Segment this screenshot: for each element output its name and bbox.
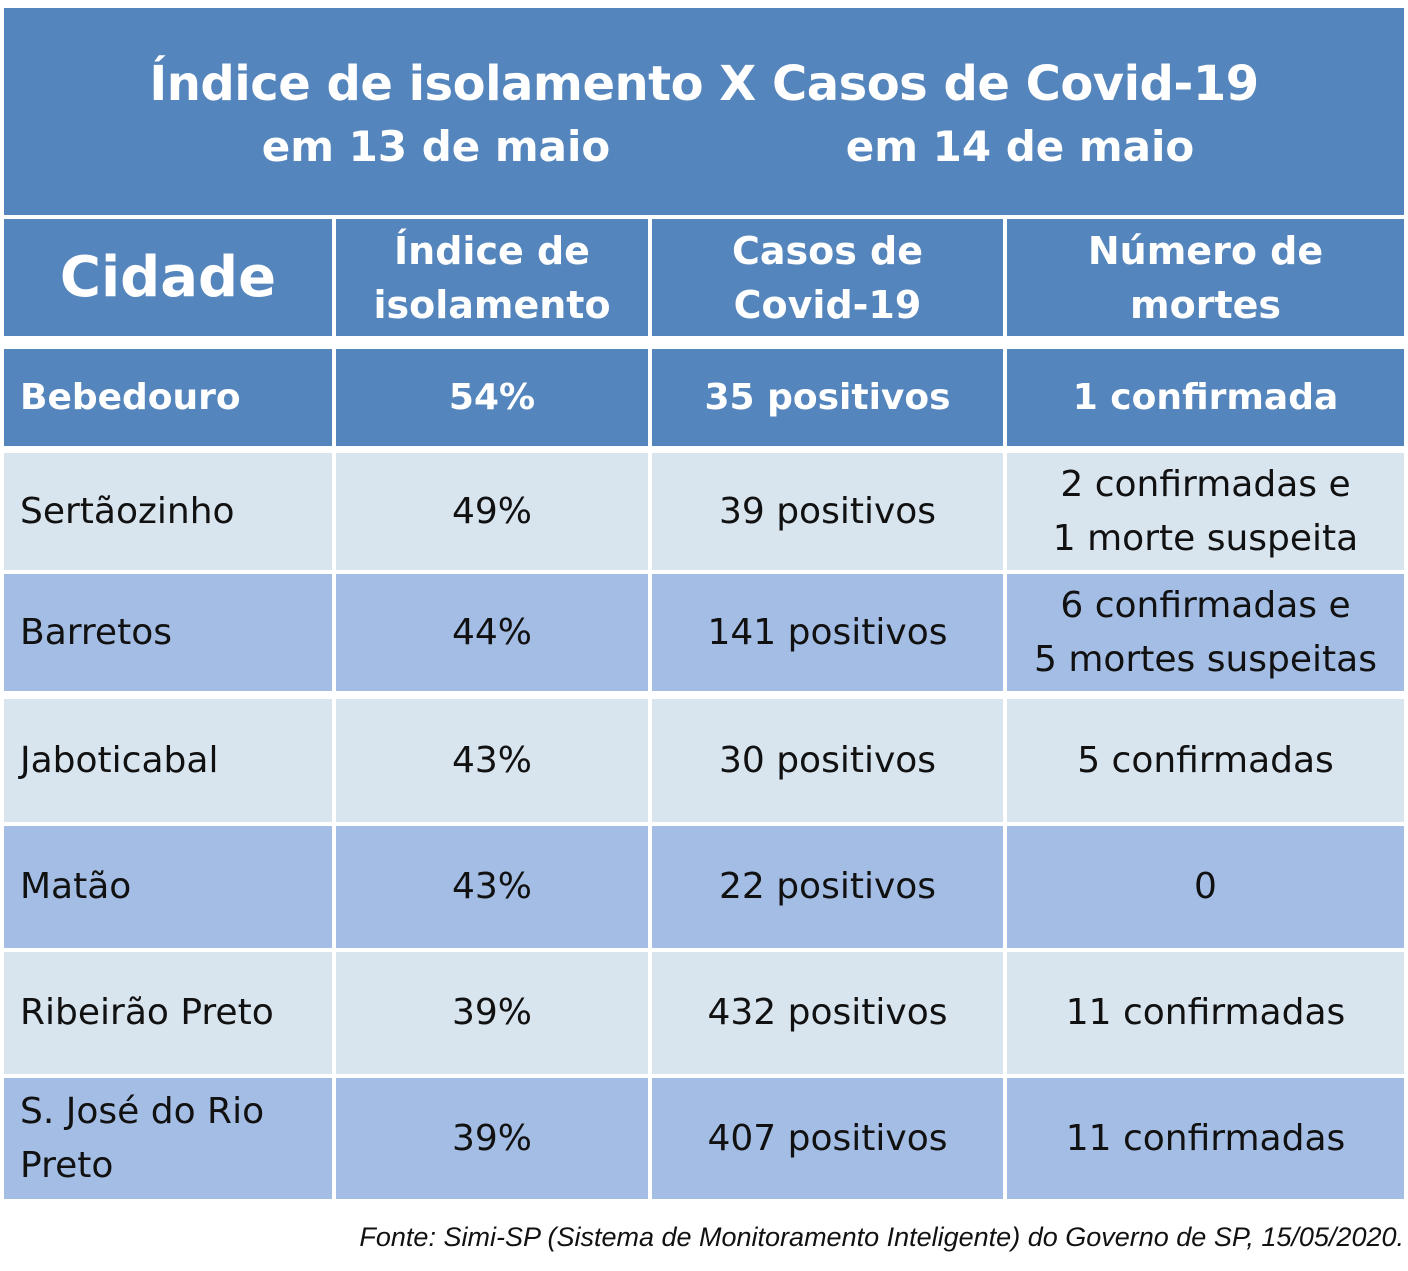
cell-city: S. José do Rio Preto	[4, 1078, 332, 1199]
covid-isolation-table: Índice de isolamento X Casos de Covid-19…	[4, 8, 1404, 1199]
header-deaths-line: mortes	[1130, 282, 1281, 327]
cell-deaths: 2 confirmadas e 1 morte suspeita	[1007, 453, 1404, 570]
cell-deaths-line: 1 confirmada	[1072, 376, 1339, 418]
cell-city-line: Bebedouro	[20, 376, 241, 418]
cell-city-line: Jaboticabal	[20, 739, 219, 781]
header-cases-line: Casos de	[731, 228, 924, 273]
cell-city-line: Barretos	[20, 611, 172, 653]
cell-deaths: 6 confirmadas e 5 mortes suspeitas	[1007, 574, 1404, 691]
cell-isolation: 39%	[336, 952, 648, 1074]
cell-deaths: 5 confirmadas	[1007, 699, 1404, 822]
cell-deaths-line: 1 morte suspeita	[1052, 517, 1359, 559]
header-city: Cidade	[4, 219, 332, 336]
table-title: Índice de isolamento X Casos de Covid-19	[149, 56, 1259, 112]
title-date-left: em 13 de maio	[261, 122, 611, 171]
cell-deaths-line: 0	[1194, 866, 1217, 907]
cell-deaths-line: 11 confirmadas	[1065, 1117, 1346, 1159]
source-note: Fonte: Simi-SP (Sistema de Monitoramento…	[359, 1222, 1404, 1252]
cell-deaths-line: 6 confirmadas e	[1060, 584, 1351, 626]
cell-cases: 35 positivos	[652, 349, 1003, 446]
cell-isolation: 43%	[336, 699, 648, 822]
cell-isolation: 39%	[336, 1078, 648, 1199]
cell-city: Barretos	[4, 574, 332, 691]
cell-city-line: S. José do Rio	[20, 1090, 265, 1132]
cell-city-line: Preto	[20, 1144, 114, 1186]
cell-city: Jaboticabal	[4, 699, 332, 822]
title-banner: Índice de isolamento X Casos de Covid-19…	[4, 8, 1404, 215]
cell-city: Matão	[4, 826, 332, 948]
cell-cases: 432 positivos	[652, 952, 1003, 1074]
cell-deaths: 0	[1007, 826, 1404, 948]
cell-cases: 22 positivos	[652, 826, 1003, 948]
title-date-right: em 14 de maio	[845, 122, 1195, 171]
header-deaths-line: Número de	[1087, 228, 1324, 273]
cell-deaths: 11 confirmadas	[1007, 952, 1404, 1074]
cell-deaths-line: 5 confirmadas	[1077, 739, 1334, 781]
cell-city: Ribeirão Preto	[4, 952, 332, 1074]
cell-isolation: 43%	[336, 826, 648, 948]
cell-cases: 30 positivos	[652, 699, 1003, 822]
cell-city: Sertãozinho	[4, 453, 332, 570]
cell-deaths: 1 confirmada	[1007, 349, 1404, 446]
header-isolation: Índice de isolamento	[336, 219, 648, 336]
cell-city-line: Sertãozinho	[20, 490, 235, 532]
cell-deaths-line: 5 mortes suspeitas	[1034, 638, 1377, 680]
cell-deaths: 11 confirmadas	[1007, 1078, 1404, 1199]
cell-city-line: Matão	[20, 866, 132, 907]
cell-cases: 407 positivos	[652, 1078, 1003, 1199]
cell-deaths-line: 11 confirmadas	[1065, 992, 1346, 1033]
header-deaths: Número de mortes	[1007, 219, 1404, 336]
cell-isolation: 44%	[336, 574, 648, 691]
header-isolation-line: isolamento	[373, 282, 611, 327]
cell-city: Bebedouro	[4, 349, 332, 446]
cell-cases: 141 positivos	[652, 574, 1003, 691]
header-isolation-line: Índice de	[394, 228, 590, 273]
cell-deaths-line: 2 confirmadas e	[1060, 463, 1351, 505]
header-cases: Casos de Covid-19	[652, 219, 1003, 336]
cell-cases: 39 positivos	[652, 453, 1003, 570]
header-cases-line: Covid-19	[733, 282, 922, 327]
cell-isolation: 49%	[336, 453, 648, 570]
cell-city-line: Ribeirão Preto	[20, 992, 274, 1033]
cell-isolation: 54%	[336, 349, 648, 446]
